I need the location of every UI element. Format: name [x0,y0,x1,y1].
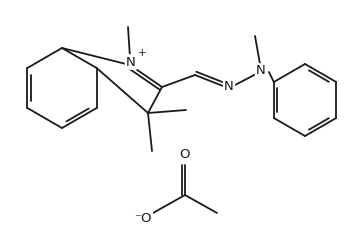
Text: N: N [256,64,266,78]
Text: +: + [138,48,146,58]
Text: N: N [224,81,234,94]
Text: N: N [126,56,136,68]
Text: ⁻O: ⁻O [134,211,152,225]
Text: O: O [180,148,190,162]
